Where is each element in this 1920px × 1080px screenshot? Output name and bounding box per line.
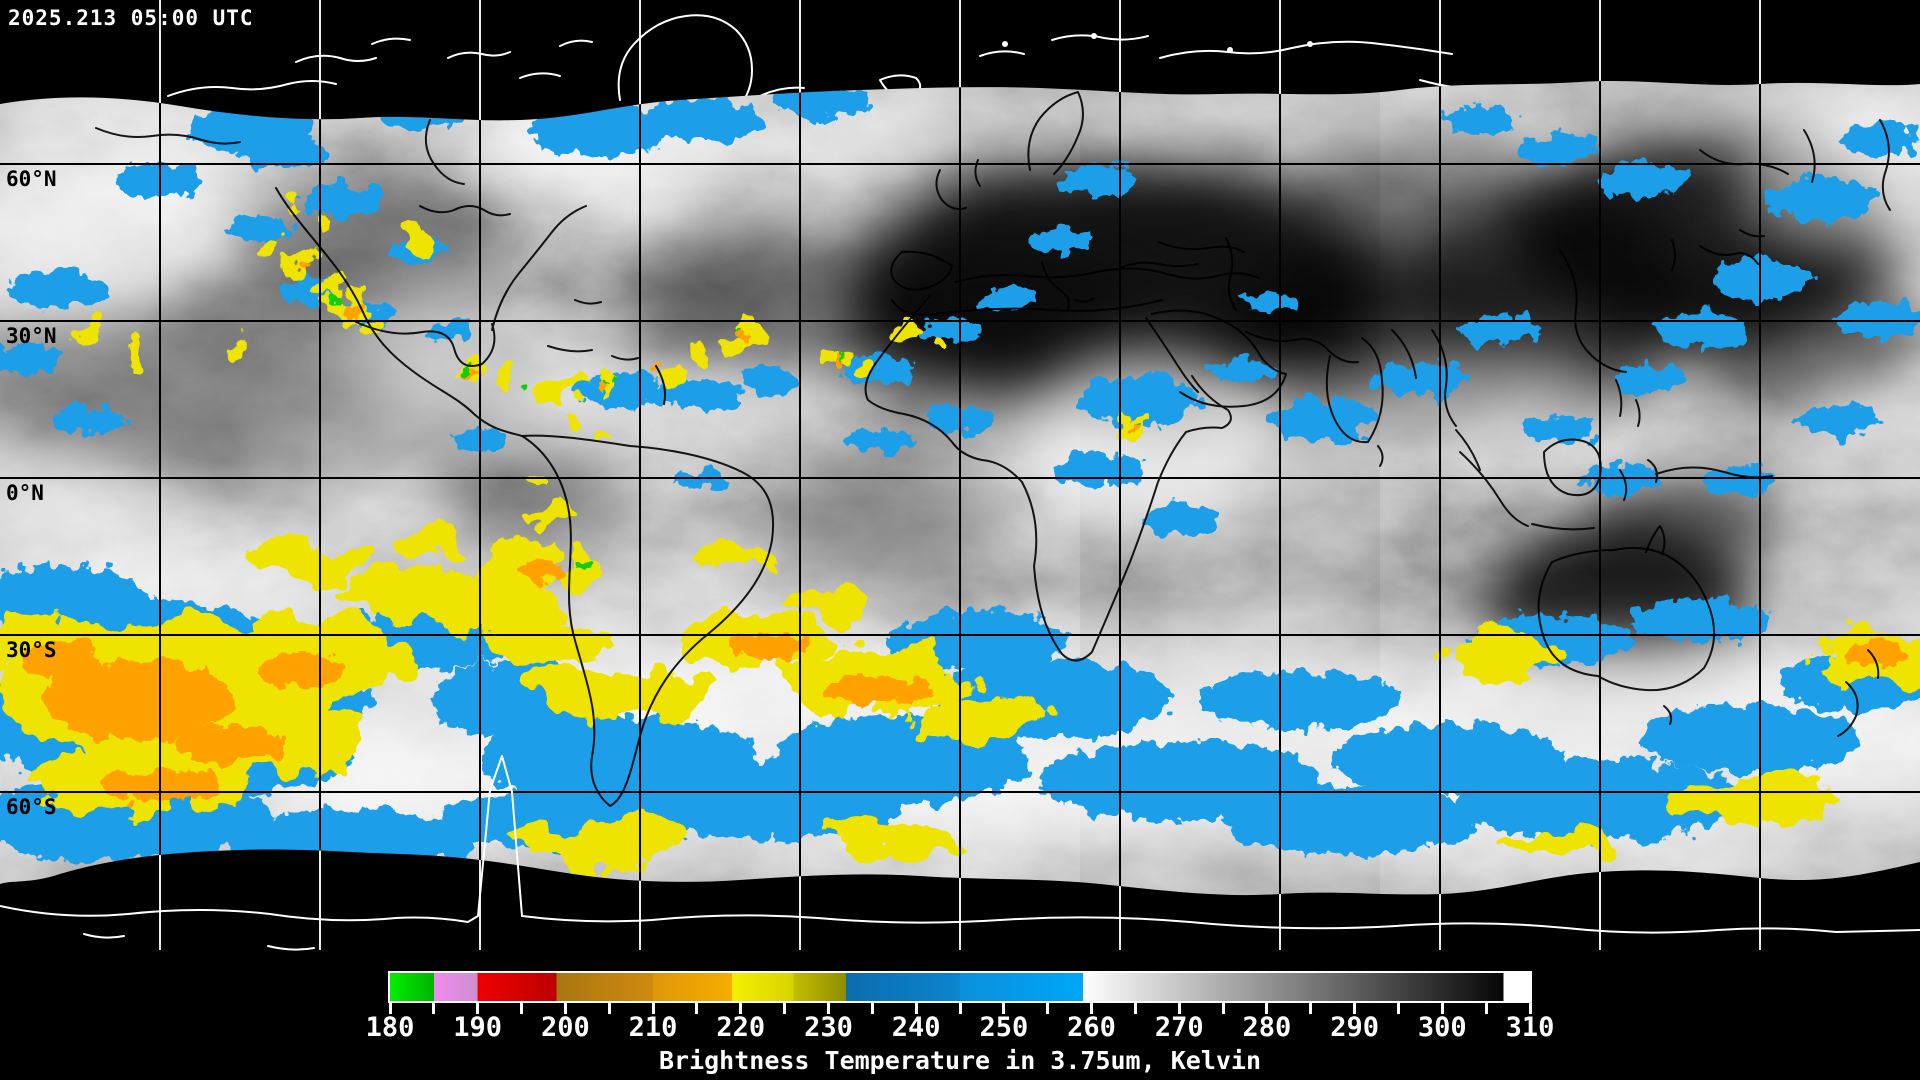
world-brightness-temperature-map <box>0 0 1920 951</box>
antarctic-coastline <box>0 755 1920 951</box>
colorbar-tick-label: 260 <box>1067 1012 1116 1043</box>
latitude-label: 60°S <box>6 795 57 819</box>
latitude-label: 30°S <box>6 638 57 662</box>
colorbar-tick <box>607 1003 611 1014</box>
timestamp-label: 2025.213 05:00 UTC <box>8 6 254 30</box>
colorbar-tick <box>695 1003 699 1014</box>
satellite-imagery <box>0 81 1920 896</box>
colorbar-tick-label: 220 <box>716 1012 766 1043</box>
colorbar-tick <box>1309 1003 1313 1014</box>
colorbar-tick <box>958 1003 962 1014</box>
colorbar-tick <box>1090 1003 1094 1014</box>
colorbar-tick <box>1221 1003 1225 1014</box>
colorbar-tick-label: 280 <box>1242 1012 1292 1043</box>
colorbar-tick-label: 300 <box>1417 1012 1467 1043</box>
colorbar-tick <box>1046 1003 1050 1014</box>
colorbar-tick-label: 210 <box>628 1012 678 1043</box>
colorbar-tick <box>1528 1003 1532 1014</box>
colorbar-tick <box>432 1003 436 1014</box>
colorbar-tick <box>826 1003 830 1014</box>
colorbar-legend <box>388 971 1532 1003</box>
colorbar-tick <box>1002 1003 1006 1014</box>
latitude-label: 30°N <box>6 324 57 348</box>
colorbar-tick <box>651 1003 655 1014</box>
colorbar-tick-label: 290 <box>1330 1012 1379 1043</box>
cold-cloud-blue-patches <box>0 81 1920 870</box>
colorbar-tick <box>783 1003 787 1014</box>
colorbar-tick <box>1484 1003 1488 1014</box>
colorbar-tick <box>563 1003 567 1014</box>
colorbar-tick <box>1177 1003 1181 1014</box>
gridlines-black <box>0 81 1920 896</box>
colorbar-tick-label: 310 <box>1505 1012 1555 1043</box>
latitude-label: 0°N <box>6 481 44 505</box>
colorbar-tick-label: 180 <box>365 1012 415 1043</box>
colorbar-tick <box>870 1003 874 1014</box>
colorbar-tick <box>476 1003 480 1014</box>
colorbar-tick-label: 230 <box>804 1012 853 1043</box>
cold-cloud-orange-cores <box>20 260 1905 801</box>
colorbar-tick-label: 250 <box>979 1012 1029 1043</box>
latitude-label: 60°N <box>6 167 57 191</box>
colorbar-tick-label: 190 <box>453 1012 503 1043</box>
cold-cloud-green-specks <box>330 296 1140 570</box>
colorbar-tick <box>388 1003 392 1014</box>
colorbar-tick <box>1353 1003 1357 1014</box>
colorbar-tick-label: 200 <box>540 1012 590 1043</box>
colorbar-tick <box>1265 1003 1269 1014</box>
colorbar-gradient <box>390 973 1530 1001</box>
colorbar-tick-label: 240 <box>891 1012 941 1043</box>
colorbar-tick-label: 270 <box>1154 1012 1204 1043</box>
colorbar-tick <box>520 1003 524 1014</box>
colorbar-title: Brightness Temperature in 3.75um, Kelvin <box>658 1046 1262 1075</box>
colorbar-tick <box>739 1003 743 1014</box>
colorbar-tick <box>1440 1003 1444 1014</box>
colorbar-tick <box>1396 1003 1400 1014</box>
colorbar-tick <box>1133 1003 1137 1014</box>
colorbar-tick <box>914 1003 918 1014</box>
